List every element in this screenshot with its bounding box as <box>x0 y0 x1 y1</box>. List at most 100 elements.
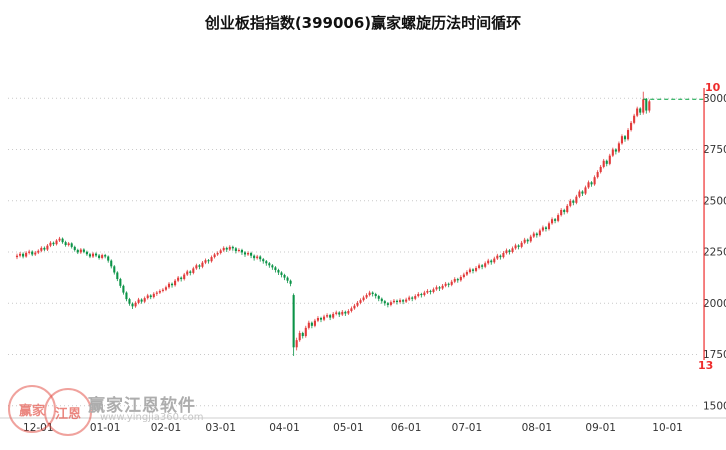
candle <box>280 271 283 278</box>
candle <box>639 107 642 116</box>
candle <box>478 263 481 270</box>
candle <box>371 291 374 297</box>
candle <box>52 241 55 247</box>
candle <box>101 253 104 260</box>
candle <box>195 263 198 270</box>
candle <box>514 243 517 250</box>
candle <box>119 277 122 288</box>
candle <box>49 241 52 248</box>
candle <box>517 244 520 250</box>
candle <box>204 258 207 265</box>
candle <box>61 237 64 244</box>
candle <box>164 285 168 292</box>
candle <box>137 297 140 305</box>
candle <box>104 253 107 259</box>
candle <box>286 276 289 284</box>
candle <box>426 289 429 295</box>
candle <box>359 298 362 305</box>
candle <box>277 268 280 275</box>
candle <box>116 271 119 282</box>
candle <box>158 289 161 295</box>
candle <box>365 293 368 299</box>
candle <box>167 282 171 289</box>
candle <box>189 270 192 276</box>
y-axis-label: 2250 <box>703 247 726 259</box>
y-axis-label: 1500 <box>703 400 726 412</box>
candle <box>432 287 435 294</box>
candle <box>292 293 295 356</box>
candle <box>636 106 639 118</box>
candle <box>386 302 389 308</box>
candle <box>289 279 292 287</box>
candle <box>493 256 496 264</box>
candle <box>490 259 493 265</box>
y-axis-label: 2000 <box>703 298 726 310</box>
candle <box>377 294 380 302</box>
candle <box>268 262 271 268</box>
candle <box>88 252 92 259</box>
candle <box>459 275 462 282</box>
candles-group <box>15 91 651 356</box>
x-axis-label: 07-01 <box>452 422 483 434</box>
candle <box>25 251 28 258</box>
candle <box>274 266 277 273</box>
x-axis-label: 04-01 <box>269 422 300 434</box>
candle <box>131 302 134 309</box>
candle <box>146 293 149 300</box>
candle <box>198 264 201 270</box>
y-axis-label: 2750 <box>703 144 726 156</box>
cycle-top-label: 10 <box>705 81 721 94</box>
candle <box>447 282 450 288</box>
candle <box>547 221 551 231</box>
x-axis-label: 03-01 <box>205 422 236 434</box>
candle <box>484 261 487 269</box>
candle <box>487 258 490 265</box>
candle <box>107 255 110 263</box>
candle <box>58 236 61 242</box>
candle <box>113 265 116 275</box>
candle <box>444 281 447 288</box>
candle <box>648 99 651 113</box>
candle <box>43 246 46 252</box>
candle <box>125 291 128 302</box>
candle <box>91 252 95 258</box>
candle <box>70 242 73 249</box>
candle <box>46 244 49 251</box>
candle <box>262 257 265 264</box>
candle <box>554 217 557 224</box>
candle <box>596 170 599 179</box>
candle <box>110 259 113 269</box>
candle <box>633 113 636 125</box>
x-axis-label: 06-01 <box>391 422 422 434</box>
candle <box>590 181 593 187</box>
candle <box>408 295 411 301</box>
candle <box>228 245 231 251</box>
candle <box>243 251 247 257</box>
candle <box>499 254 502 260</box>
candle <box>368 290 371 297</box>
candle <box>316 316 320 323</box>
candle <box>398 298 402 304</box>
candle <box>64 240 67 247</box>
candle <box>344 310 347 316</box>
candle <box>128 297 131 306</box>
candle <box>560 208 563 217</box>
candle <box>630 121 633 132</box>
candle <box>149 294 152 300</box>
x-axis-label: 01-01 <box>90 422 121 434</box>
candle <box>253 254 256 261</box>
x-axis-label: 12-01 <box>23 422 54 434</box>
candle <box>435 285 438 291</box>
candle <box>310 321 313 329</box>
candle <box>143 296 146 304</box>
y-axis-label: 1750 <box>703 349 726 361</box>
candle <box>481 264 484 270</box>
candle <box>411 296 414 302</box>
candle <box>82 248 85 254</box>
candle <box>76 248 79 255</box>
candle <box>37 249 40 255</box>
candle <box>201 261 204 269</box>
candle <box>301 331 304 339</box>
candle <box>332 312 335 320</box>
candle <box>605 159 608 167</box>
